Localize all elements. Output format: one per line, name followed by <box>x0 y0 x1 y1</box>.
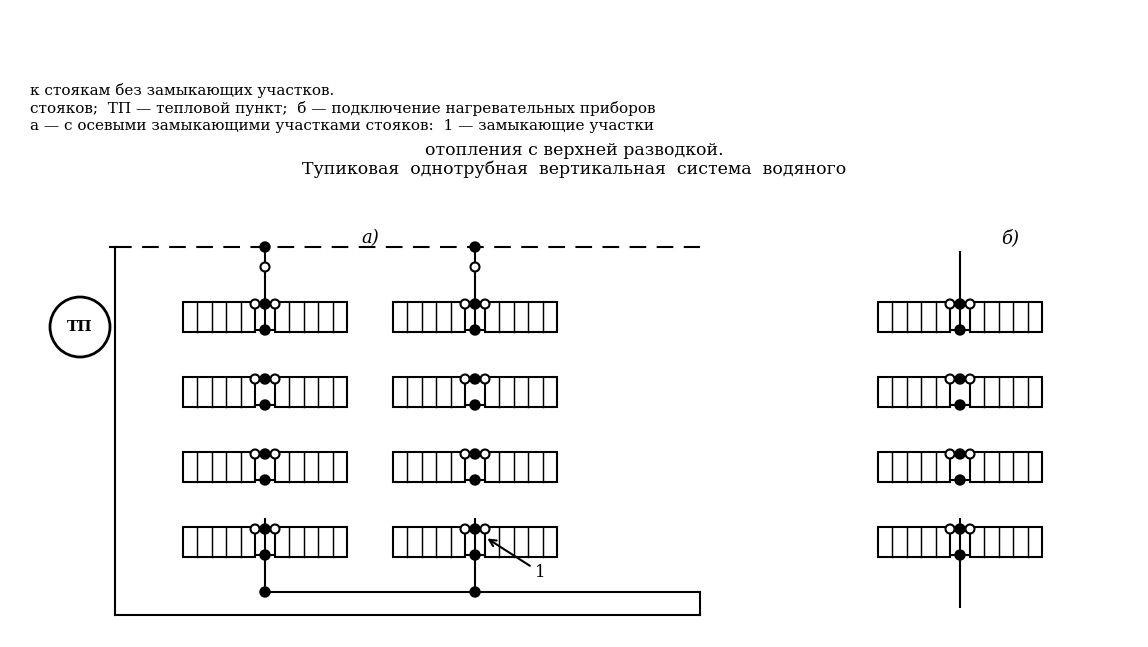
Bar <box>970 452 1042 482</box>
Bar <box>183 302 255 332</box>
Circle shape <box>965 375 975 384</box>
Circle shape <box>481 300 489 309</box>
Bar <box>970 527 1042 557</box>
Circle shape <box>481 375 489 384</box>
Circle shape <box>470 550 480 560</box>
Text: а): а) <box>362 229 379 247</box>
Circle shape <box>460 450 470 459</box>
Circle shape <box>259 449 270 459</box>
Circle shape <box>481 525 489 534</box>
Circle shape <box>259 587 270 597</box>
Circle shape <box>955 374 965 384</box>
Text: б): б) <box>1001 229 1019 247</box>
Circle shape <box>470 524 480 534</box>
Circle shape <box>955 449 965 459</box>
Circle shape <box>271 300 279 309</box>
Circle shape <box>470 587 480 597</box>
Bar <box>484 377 557 407</box>
Circle shape <box>946 300 954 309</box>
Bar <box>484 452 557 482</box>
Bar <box>970 377 1042 407</box>
Circle shape <box>470 449 480 459</box>
Bar <box>878 527 951 557</box>
Bar <box>878 377 951 407</box>
Bar <box>276 377 347 407</box>
Bar <box>970 302 1042 332</box>
Circle shape <box>250 375 259 384</box>
Circle shape <box>955 325 965 335</box>
Bar <box>393 452 465 482</box>
Bar <box>183 377 255 407</box>
Circle shape <box>460 525 470 534</box>
Circle shape <box>460 300 470 309</box>
Bar <box>393 527 465 557</box>
Circle shape <box>271 450 279 459</box>
Circle shape <box>946 375 954 384</box>
Circle shape <box>470 374 480 384</box>
Circle shape <box>955 475 965 485</box>
Bar <box>878 452 951 482</box>
Circle shape <box>51 297 110 357</box>
Circle shape <box>259 299 270 309</box>
Circle shape <box>250 300 259 309</box>
Circle shape <box>470 475 480 485</box>
Circle shape <box>470 299 480 309</box>
Bar <box>276 452 347 482</box>
Circle shape <box>470 325 480 335</box>
Circle shape <box>250 450 259 459</box>
Circle shape <box>259 524 270 534</box>
Circle shape <box>259 374 270 384</box>
Circle shape <box>259 400 270 410</box>
Text: к стоякам без замыкающих участков.: к стоякам без замыкающих участков. <box>30 83 334 98</box>
Bar <box>878 302 951 332</box>
Bar <box>183 527 255 557</box>
Bar <box>484 302 557 332</box>
Circle shape <box>965 300 975 309</box>
Circle shape <box>259 242 270 252</box>
Bar <box>276 527 347 557</box>
Bar <box>183 452 255 482</box>
Circle shape <box>470 242 480 252</box>
Circle shape <box>259 550 270 560</box>
Text: стояков;  ТП — тепловой пункт;  б — подключение нагревательных приборов: стояков; ТП — тепловой пункт; б — подклю… <box>30 101 656 116</box>
Text: Тупиковая  однотрубная  вертикальная  система  водяного: Тупиковая однотрубная вертикальная систе… <box>302 160 846 177</box>
Bar <box>393 377 465 407</box>
Circle shape <box>261 263 270 272</box>
Circle shape <box>259 475 270 485</box>
Circle shape <box>955 299 965 309</box>
Circle shape <box>259 325 270 335</box>
Circle shape <box>271 375 279 384</box>
Text: ТП: ТП <box>68 320 93 334</box>
Circle shape <box>946 450 954 459</box>
Circle shape <box>965 450 975 459</box>
Text: а — с осевыми замыкающими участками стояков:  1 — замыкающие участки: а — с осевыми замыкающими участками стоя… <box>30 119 654 133</box>
Circle shape <box>965 525 975 534</box>
Text: 1: 1 <box>489 540 545 581</box>
Circle shape <box>955 400 965 410</box>
Circle shape <box>955 524 965 534</box>
Bar <box>393 302 465 332</box>
Circle shape <box>481 450 489 459</box>
Bar <box>484 527 557 557</box>
Circle shape <box>460 375 470 384</box>
Circle shape <box>471 263 480 272</box>
Circle shape <box>946 525 954 534</box>
Circle shape <box>250 525 259 534</box>
Circle shape <box>271 525 279 534</box>
Circle shape <box>470 400 480 410</box>
Text: отопления с верхней разводкой.: отопления с верхней разводкой. <box>425 142 723 159</box>
Circle shape <box>955 550 965 560</box>
Bar <box>276 302 347 332</box>
